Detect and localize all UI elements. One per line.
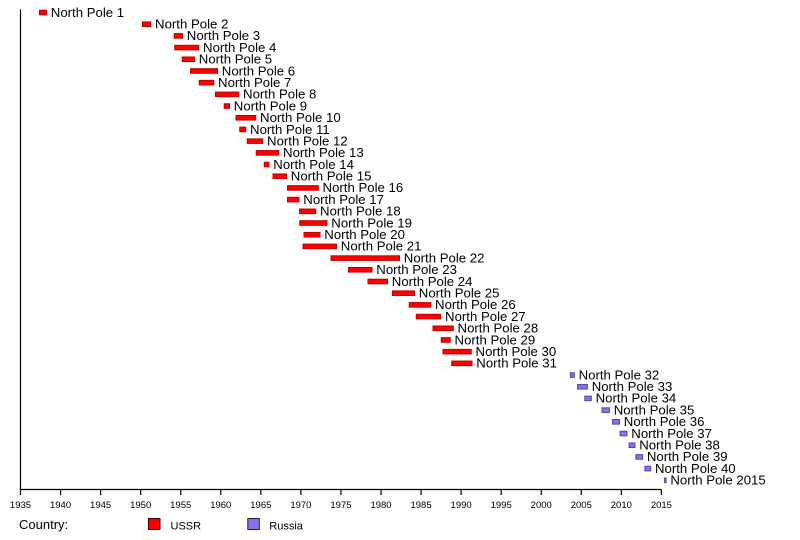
svg-text:2010: 2010 [611,500,632,511]
svg-text:1960: 1960 [210,500,231,511]
svg-text:Country:: Country: [19,517,68,532]
svg-text:North Pole 28: North Pole 28 [458,321,539,336]
svg-text:North Pole 13: North Pole 13 [283,145,364,160]
svg-text:North Pole 21: North Pole 21 [341,239,422,254]
svg-text:North Pole 2: North Pole 2 [155,17,228,32]
svg-text:North Pole 2015: North Pole 2015 [670,473,765,488]
svg-text:North Pole 39: North Pole 39 [647,449,728,464]
svg-text:North Pole 27: North Pole 27 [445,309,526,324]
svg-text:North Pole 32: North Pole 32 [579,367,660,382]
svg-text:1985: 1985 [410,500,431,511]
svg-text:North Pole 19: North Pole 19 [331,215,412,230]
svg-text:North Pole 11: North Pole 11 [250,122,330,137]
svg-text:1940: 1940 [50,500,71,511]
svg-text:North Pole 26: North Pole 26 [435,297,516,312]
svg-text:North Pole 10: North Pole 10 [260,110,341,125]
svg-text:North Pole 5: North Pole 5 [199,52,272,67]
svg-text:1935: 1935 [10,500,31,511]
svg-text:North Pole 31: North Pole 31 [476,356,557,371]
svg-text:North Pole 6: North Pole 6 [222,63,295,78]
svg-text:North Pole 35: North Pole 35 [614,402,695,417]
svg-text:North Pole 30: North Pole 30 [476,344,557,359]
svg-text:USSR: USSR [171,521,202,533]
svg-text:1970: 1970 [290,500,311,511]
svg-text:North Pole 34: North Pole 34 [596,391,677,406]
svg-text:North Pole 38: North Pole 38 [639,438,720,453]
svg-text:North Pole 33: North Pole 33 [592,379,673,394]
svg-text:2015: 2015 [651,500,672,511]
svg-text:North Pole 15: North Pole 15 [291,169,372,184]
svg-text:North Pole 8: North Pole 8 [243,87,316,102]
svg-text:2000: 2000 [531,500,552,511]
svg-text:North Pole 9: North Pole 9 [234,98,307,113]
svg-text:1955: 1955 [170,500,191,511]
svg-text:North Pole 25: North Pole 25 [419,285,500,300]
svg-text:North Pole 23: North Pole 23 [376,262,457,277]
svg-text:1945: 1945 [90,500,111,511]
svg-text:1965: 1965 [250,500,271,511]
svg-text:North Pole 22: North Pole 22 [404,250,485,265]
svg-text:North Pole 37: North Pole 37 [631,426,712,441]
svg-text:North Pole 14: North Pole 14 [273,157,354,172]
svg-text:North Pole 16: North Pole 16 [323,180,404,195]
svg-text:1990: 1990 [451,500,472,511]
svg-text:North Pole 1: North Pole 1 [51,5,124,20]
svg-text:North Pole 20: North Pole 20 [324,227,405,242]
svg-text:North Pole 24: North Pole 24 [392,274,473,289]
svg-text:Russia: Russia [269,521,304,533]
svg-text:1950: 1950 [130,500,151,511]
svg-text:1995: 1995 [491,500,512,511]
svg-text:North Pole 4: North Pole 4 [203,40,276,55]
svg-text:North Pole 12: North Pole 12 [267,133,348,148]
svg-text:North Pole 40: North Pole 40 [655,461,736,476]
svg-text:1975: 1975 [330,500,351,511]
svg-text:North Pole 7: North Pole 7 [218,75,291,90]
svg-text:2005: 2005 [571,500,592,511]
svg-text:North Pole 3: North Pole 3 [187,28,260,43]
svg-text:1980: 1980 [370,500,391,511]
svg-text:North Pole 29: North Pole 29 [455,332,536,347]
svg-text:North Pole 17: North Pole 17 [303,192,384,207]
svg-text:North Pole 18: North Pole 18 [320,204,401,219]
svg-text:North Pole 36: North Pole 36 [624,414,705,429]
